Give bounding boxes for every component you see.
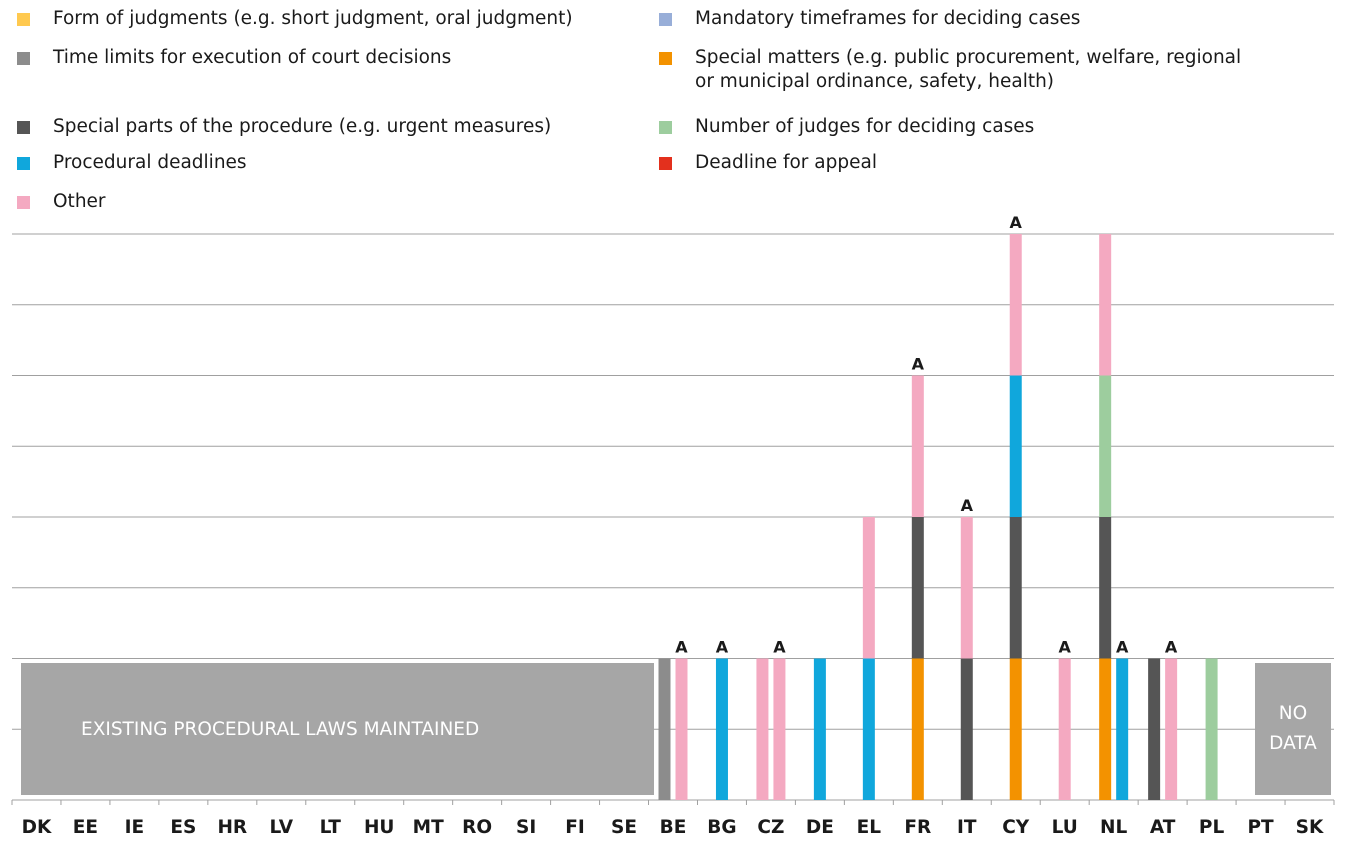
legend-item-execution: Time limits for execution of court decis…: [17, 46, 451, 70]
x-tick-label-dk: DK: [21, 817, 52, 838]
bar-segment-cy-other: [1009, 234, 1022, 376]
legend-swatch-form: [17, 13, 30, 26]
bar-segment-lu-other: [1058, 658, 1071, 800]
legend-label-deadlines: Procedural deadlines: [53, 152, 247, 173]
legend-swatch-special_parts: [17, 121, 30, 134]
legend-swatch-timeframes: [659, 13, 672, 26]
x-tick-label-cy: CY: [1002, 817, 1030, 838]
x-tick-label-mt: MT: [412, 817, 444, 838]
legend-item-special_parts: Special parts of the procedure (e.g. urg…: [17, 115, 551, 139]
bar-segment-nl-deadlines: [1116, 658, 1129, 800]
bar-segment-de-deadlines: [813, 658, 826, 800]
x-tick-label-sk: SK: [1295, 817, 1324, 838]
x-tick-label-lt: LT: [319, 817, 341, 838]
bar-flag-label-bg: A: [716, 638, 729, 657]
x-tick-label-ro: RO: [462, 817, 493, 838]
x-tick-label-fi: FI: [565, 817, 585, 838]
bar-segment-fr-special_parts: [911, 517, 924, 659]
bar-segment-bg-deadlines: [715, 658, 728, 800]
legend-item-deadlines: Procedural deadlines: [17, 151, 247, 175]
bar-segment-nl-special_matters: [1099, 658, 1112, 800]
legend-item-appeal: Deadline for appeal: [659, 151, 877, 175]
legend-item-other: Other: [17, 190, 106, 214]
legend-label-appeal: Deadline for appeal: [695, 152, 877, 173]
legend-swatch-judges: [659, 121, 672, 134]
bar-segment-fr-special_matters: [911, 658, 924, 800]
bar-flag-label-cz: A: [773, 638, 786, 657]
x-tick-label-be: BE: [659, 817, 687, 838]
x-tick-label-ie: IE: [124, 817, 145, 838]
x-tick-label-si: SI: [516, 817, 537, 838]
x-tick-label-es: ES: [170, 817, 197, 838]
x-tick-label-lv: LV: [269, 817, 294, 838]
legend-swatch-deadlines: [17, 157, 30, 170]
bar-segment-it-special_parts: [960, 658, 973, 800]
no-data-label: NO DATA: [1269, 703, 1317, 754]
bar-segment-el-deadlines: [862, 658, 875, 800]
legend-swatch-appeal: [659, 157, 672, 170]
chart-legend: Form of judgments (e.g. short judgment, …: [0, 0, 1348, 225]
x-tick-label-lu: LU: [1051, 817, 1078, 838]
bar-segment-fr-other: [911, 375, 924, 517]
bar-segment-be-other: [675, 658, 688, 800]
x-tick-label-cz: CZ: [757, 817, 785, 838]
bar-segment-cy-special_matters: [1009, 658, 1022, 800]
bar-segment-at-special_parts: [1148, 658, 1161, 800]
bar-segment-nl-other: [1099, 234, 1112, 376]
bar-segment-nl-judges: [1099, 375, 1112, 517]
x-tick-label-it: IT: [957, 817, 977, 838]
bar-flag-label-lu: A: [1059, 638, 1072, 657]
x-tick-label-bg: BG: [707, 817, 737, 838]
legend-swatch-execution: [17, 52, 30, 65]
bar-segment-cy-special_parts: [1009, 517, 1022, 659]
legend-label-special_parts: Special parts of the procedure (e.g. urg…: [53, 116, 552, 137]
bar-segment-nl-special_parts: [1099, 517, 1112, 659]
bar-flag-label-be: A: [675, 638, 688, 657]
legend-label-form: Form of judgments (e.g. short judgment, …: [53, 8, 573, 29]
x-tick-label-nl: NL: [1100, 817, 1128, 838]
x-tick-label-el: EL: [856, 817, 882, 838]
legend-item-judges: Number of judges for deciding cases: [659, 115, 1034, 139]
legend-swatch-special_matters: [659, 52, 672, 65]
bar-segment-el-other: [862, 517, 875, 659]
existing-laws-maintained-label: EXISTING PROCEDURAL LAWS MAINTAINED: [81, 718, 480, 740]
legend-item-special_matters: Special matters (e.g. public procurement…: [659, 46, 1241, 94]
bar-segment-be-execution: [658, 658, 671, 800]
bar-flag-label-nl: A: [1116, 638, 1129, 657]
bar-segment-cz-other: [773, 658, 786, 800]
legend-swatch-other: [17, 196, 30, 209]
bar-segment-cy-deadlines: [1009, 375, 1022, 517]
x-tick-label-pl: PL: [1198, 817, 1225, 838]
bar-flag-label-at: A: [1165, 638, 1178, 657]
legend-label-other: Other: [53, 191, 106, 212]
x-tick-label-se: SE: [611, 817, 638, 838]
bar-segment-cz-other: [756, 658, 769, 800]
x-tick-label-de: DE: [805, 817, 834, 838]
x-tick-label-pt: PT: [1247, 817, 1274, 838]
legend-item-timeframes: Mandatory timeframes for deciding cases: [659, 7, 1080, 31]
legend-label-judges: Number of judges for deciding cases: [695, 116, 1035, 137]
legend-item-form: Form of judgments (e.g. short judgment, …: [17, 7, 573, 31]
bar-segment-it-other: [960, 517, 973, 659]
existing-laws-maintained-box: EXISTING PROCEDURAL LAWS MAINTAINED: [21, 663, 654, 795]
x-tick-label-ee: EE: [72, 817, 99, 838]
x-tick-label-fr: FR: [904, 817, 932, 838]
legend-label-timeframes: Mandatory timeframes for deciding cases: [695, 8, 1081, 29]
no-data-box: NO DATA: [1255, 663, 1331, 795]
bar-segment-at-other: [1165, 658, 1178, 800]
x-tick-label-at: AT: [1149, 817, 1176, 838]
bar-flag-label-fr: A: [912, 355, 925, 374]
legend-label-special_matters: Special matters (e.g. public procurement…: [695, 47, 1242, 92]
x-tick-label-hu: HU: [363, 817, 395, 838]
x-tick-label-hr: HR: [217, 817, 248, 838]
legend-label-execution: Time limits for execution of court decis…: [53, 47, 452, 68]
bar-segment-pl-judges: [1205, 658, 1218, 800]
bar-flag-label-cy: A: [1010, 213, 1023, 232]
bar-flag-label-it: A: [961, 496, 974, 515]
